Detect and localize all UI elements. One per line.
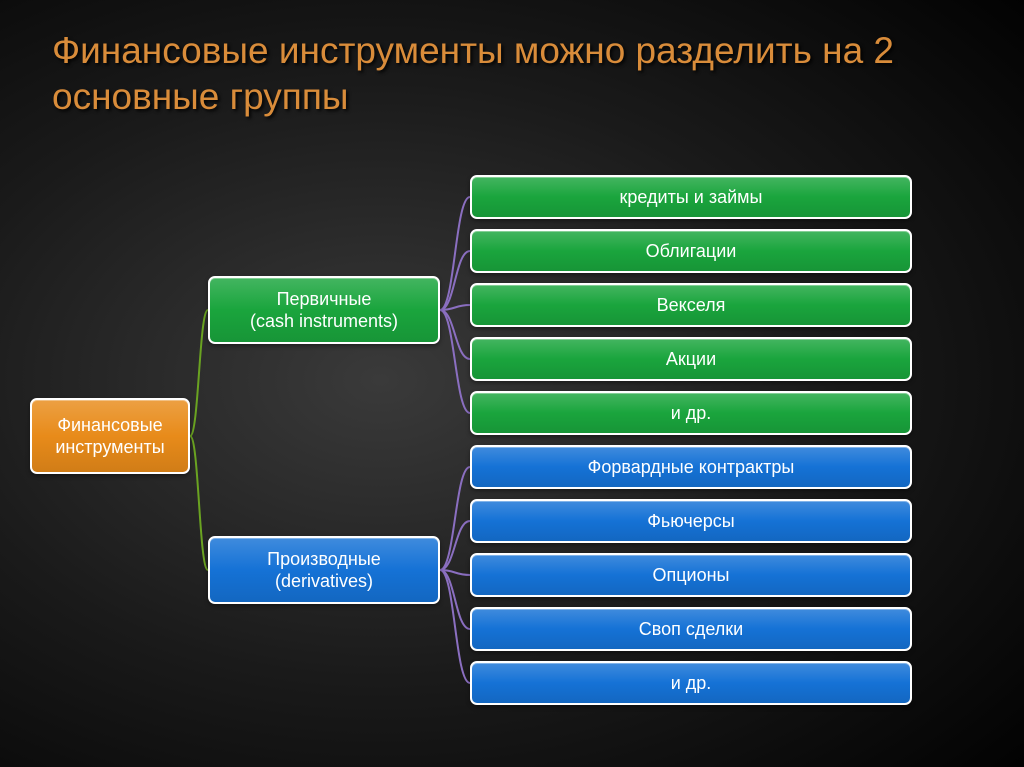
node-derivative: Производные(derivatives) [208, 536, 440, 604]
leaf-primary-1: Облигации [470, 229, 912, 273]
leaf-derivative-1: Фьючерсы [470, 499, 912, 543]
leaf-primary-4: и др. [470, 391, 912, 435]
edge [440, 310, 470, 413]
edge [440, 467, 470, 570]
node-root: Финансовыеинструменты [30, 398, 190, 474]
edge [440, 570, 470, 683]
leaf-primary-2: Векселя [470, 283, 912, 327]
leaf-primary-3: Акции [470, 337, 912, 381]
edge [440, 197, 470, 310]
edge [440, 521, 470, 570]
leaf-derivative-0: Форвардные контрактры [470, 445, 912, 489]
slide-title: Финансовые инструменты можно разделить н… [52, 28, 1024, 121]
edge [440, 570, 470, 575]
edge [440, 570, 470, 629]
edge [440, 305, 470, 310]
node-primary: Первичные(cash instruments) [208, 276, 440, 344]
leaf-derivative-2: Опционы [470, 553, 912, 597]
edge [440, 310, 470, 359]
edge [440, 251, 470, 310]
leaf-derivative-3: Своп сделки [470, 607, 912, 651]
edge [190, 310, 208, 436]
leaf-derivative-4: и др. [470, 661, 912, 705]
edge [190, 436, 208, 570]
leaf-primary-0: кредиты и займы [470, 175, 912, 219]
